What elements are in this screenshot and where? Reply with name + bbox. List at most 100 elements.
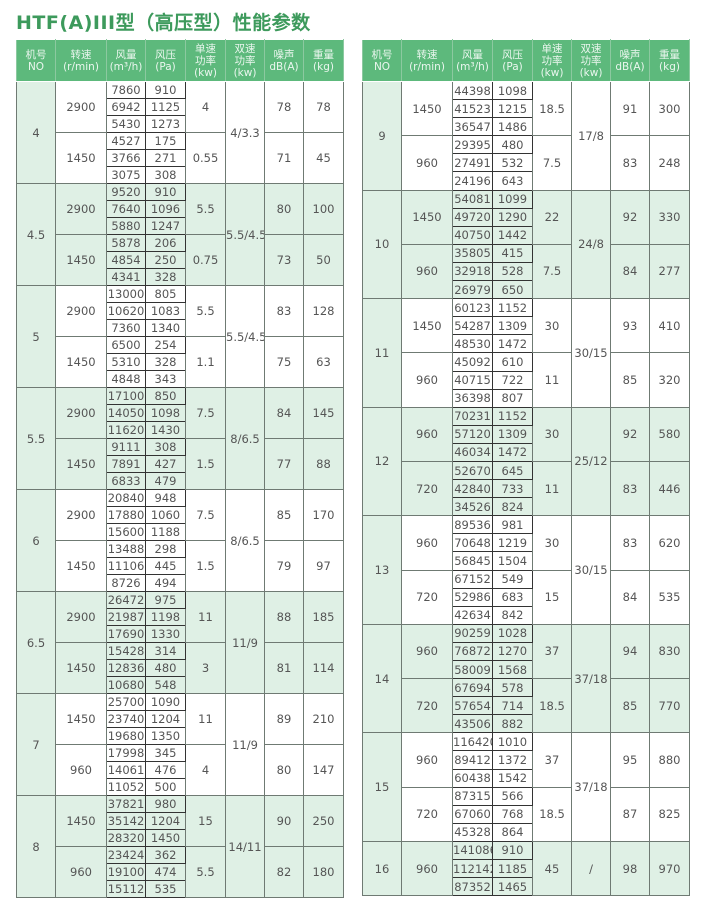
airflow: 19100: [106, 863, 146, 881]
airflow: 13488: [106, 540, 146, 558]
pressure: 683: [492, 587, 533, 607]
pressure: 650: [492, 280, 533, 300]
airflow: 11106: [106, 557, 146, 575]
airflow: 13000: [106, 285, 146, 303]
speed-rpm: 720: [401, 678, 453, 734]
table-row: 54287 1309: [363, 316, 690, 336]
pressure: 345: [145, 744, 186, 762]
speed-rpm: 960: [401, 135, 453, 191]
airflow: 141086: [452, 840, 493, 861]
header-line: (m³/h): [456, 60, 489, 73]
model-no: 11: [362, 298, 402, 408]
table-row: 5880 1247: [17, 217, 344, 235]
pressure: 532: [492, 153, 533, 173]
performance-table-right: 机号 NO 转速 (r/min) 风量 (m³/h) 风压 (Pa) 单速 功率 (kw) 双速 功率(…: [362, 39, 690, 897]
table-row: 4848 343: [17, 370, 344, 388]
table-row: 9 1450 44398 1098 18.5 17/8 91 300: [362, 80, 690, 191]
model-no: 9: [362, 81, 402, 191]
airflow: 17998: [106, 744, 146, 762]
header-line: 功率: [580, 54, 602, 67]
table-row: 70648 1219: [363, 533, 690, 553]
header-line: (kg): [313, 60, 334, 73]
speed-rpm: 1450: [55, 438, 107, 490]
noise: 81: [264, 642, 304, 694]
single-speed-power: 15: [532, 569, 572, 625]
pressure: 480: [492, 135, 533, 155]
table-row: 56845 1504: [363, 551, 690, 571]
pressure: 566: [492, 786, 533, 806]
table-row: 24196 643: [363, 171, 690, 191]
table-row: 40715 722: [363, 370, 690, 390]
pressure: 850: [145, 387, 186, 405]
noise: 80: [264, 183, 304, 235]
table-row: 48530 1472: [363, 334, 690, 354]
single-speed-power: 5.5: [185, 846, 226, 898]
pressure: 1309: [492, 316, 533, 336]
table-row: 7891 427: [17, 455, 344, 473]
weight: 145: [303, 387, 344, 439]
speed-rpm: 720: [401, 460, 453, 517]
single-speed-power: 30: [532, 406, 572, 462]
weight: 830: [649, 623, 690, 680]
noise: 89: [264, 693, 304, 745]
speed-rpm: 960: [401, 840, 453, 897]
noise: 91: [610, 80, 650, 137]
pressure: 254: [145, 336, 186, 354]
speed-rpm: 1450: [55, 693, 107, 745]
performance-table-left: 机号 NO 转速 (r/min) 风量 (m³/h) 风压 (Pa) 单速 功率 (kw) 双速 功率(…: [16, 39, 344, 898]
noise: 87: [610, 786, 650, 842]
weight: 170: [303, 489, 344, 541]
single-speed-power: 18.5: [532, 80, 572, 137]
airflow: 7640: [106, 200, 146, 218]
table-row: 11620 1430: [17, 421, 344, 439]
dual-speed-power: /: [571, 840, 611, 897]
table-row: 6 2900 20840 948 7.5 8/6.5 85 170: [16, 489, 344, 592]
header-line: NO: [373, 60, 391, 73]
table-row: 6833 479: [17, 472, 344, 490]
table-row: 12836 480: [17, 659, 344, 677]
noise: 80: [264, 744, 304, 796]
table-row: 3766 271: [17, 149, 344, 167]
pressure: 910: [145, 81, 186, 99]
dual-speed-power: 30/15: [571, 515, 611, 625]
table-row: 960 35805 415 7.5 84 277: [363, 243, 690, 300]
table-row: 17880 1060: [17, 506, 344, 524]
airflow: 46034: [452, 442, 493, 462]
table-row: 14061 476: [17, 761, 344, 779]
weight: 100: [303, 183, 344, 235]
pressure: 474: [145, 863, 186, 881]
pressure: 1010: [492, 732, 533, 752]
table-row: 87352 1465: [363, 877, 690, 897]
header-line: 双速: [580, 42, 602, 55]
table-row: 6.5 2900 26472 975 11 11/9 88 185: [16, 591, 344, 694]
table-row: 4.5 2900 9520 910 5.5 5.5/4.5 80 100: [16, 183, 344, 286]
dual-speed-power: 17/8: [571, 81, 611, 191]
airflow: 41523: [452, 99, 493, 119]
header-dual-power: 双速 功率 (kw): [225, 39, 265, 82]
table-row: 23740 1204: [17, 710, 344, 728]
table-row: 42634 842: [363, 605, 690, 625]
airflow: 4341: [106, 268, 146, 286]
weight: 580: [649, 406, 690, 462]
pressure: 1219: [492, 533, 533, 553]
table-row: 1450 9111 308 1.5 77 88: [17, 438, 344, 490]
header-line: (r/min): [63, 60, 99, 73]
pressure: 415: [492, 243, 533, 263]
pressure: 1542: [492, 768, 533, 788]
table-row: 76872 1270: [363, 641, 690, 662]
airflow: 6942: [106, 98, 146, 116]
table-row: 10 1450 54081 1099 22 24/8 92 330: [362, 189, 690, 300]
airflow: 8726: [106, 574, 146, 592]
speed-rpm: 960: [401, 352, 453, 408]
pressure: 578: [492, 678, 533, 698]
table-row: 49720 1290: [363, 207, 690, 227]
model-no: 15: [362, 732, 402, 842]
pressure: 427: [145, 455, 186, 473]
table-row: 1121421185: [363, 859, 690, 879]
pressure: 528: [492, 261, 533, 282]
table-row: 5.5 2900 17100 850 7.5 8/6.5 84 145: [16, 387, 344, 490]
speed-rpm: 720: [401, 569, 453, 625]
airflow: 19680: [106, 727, 146, 745]
pressure: 1152: [492, 406, 533, 426]
